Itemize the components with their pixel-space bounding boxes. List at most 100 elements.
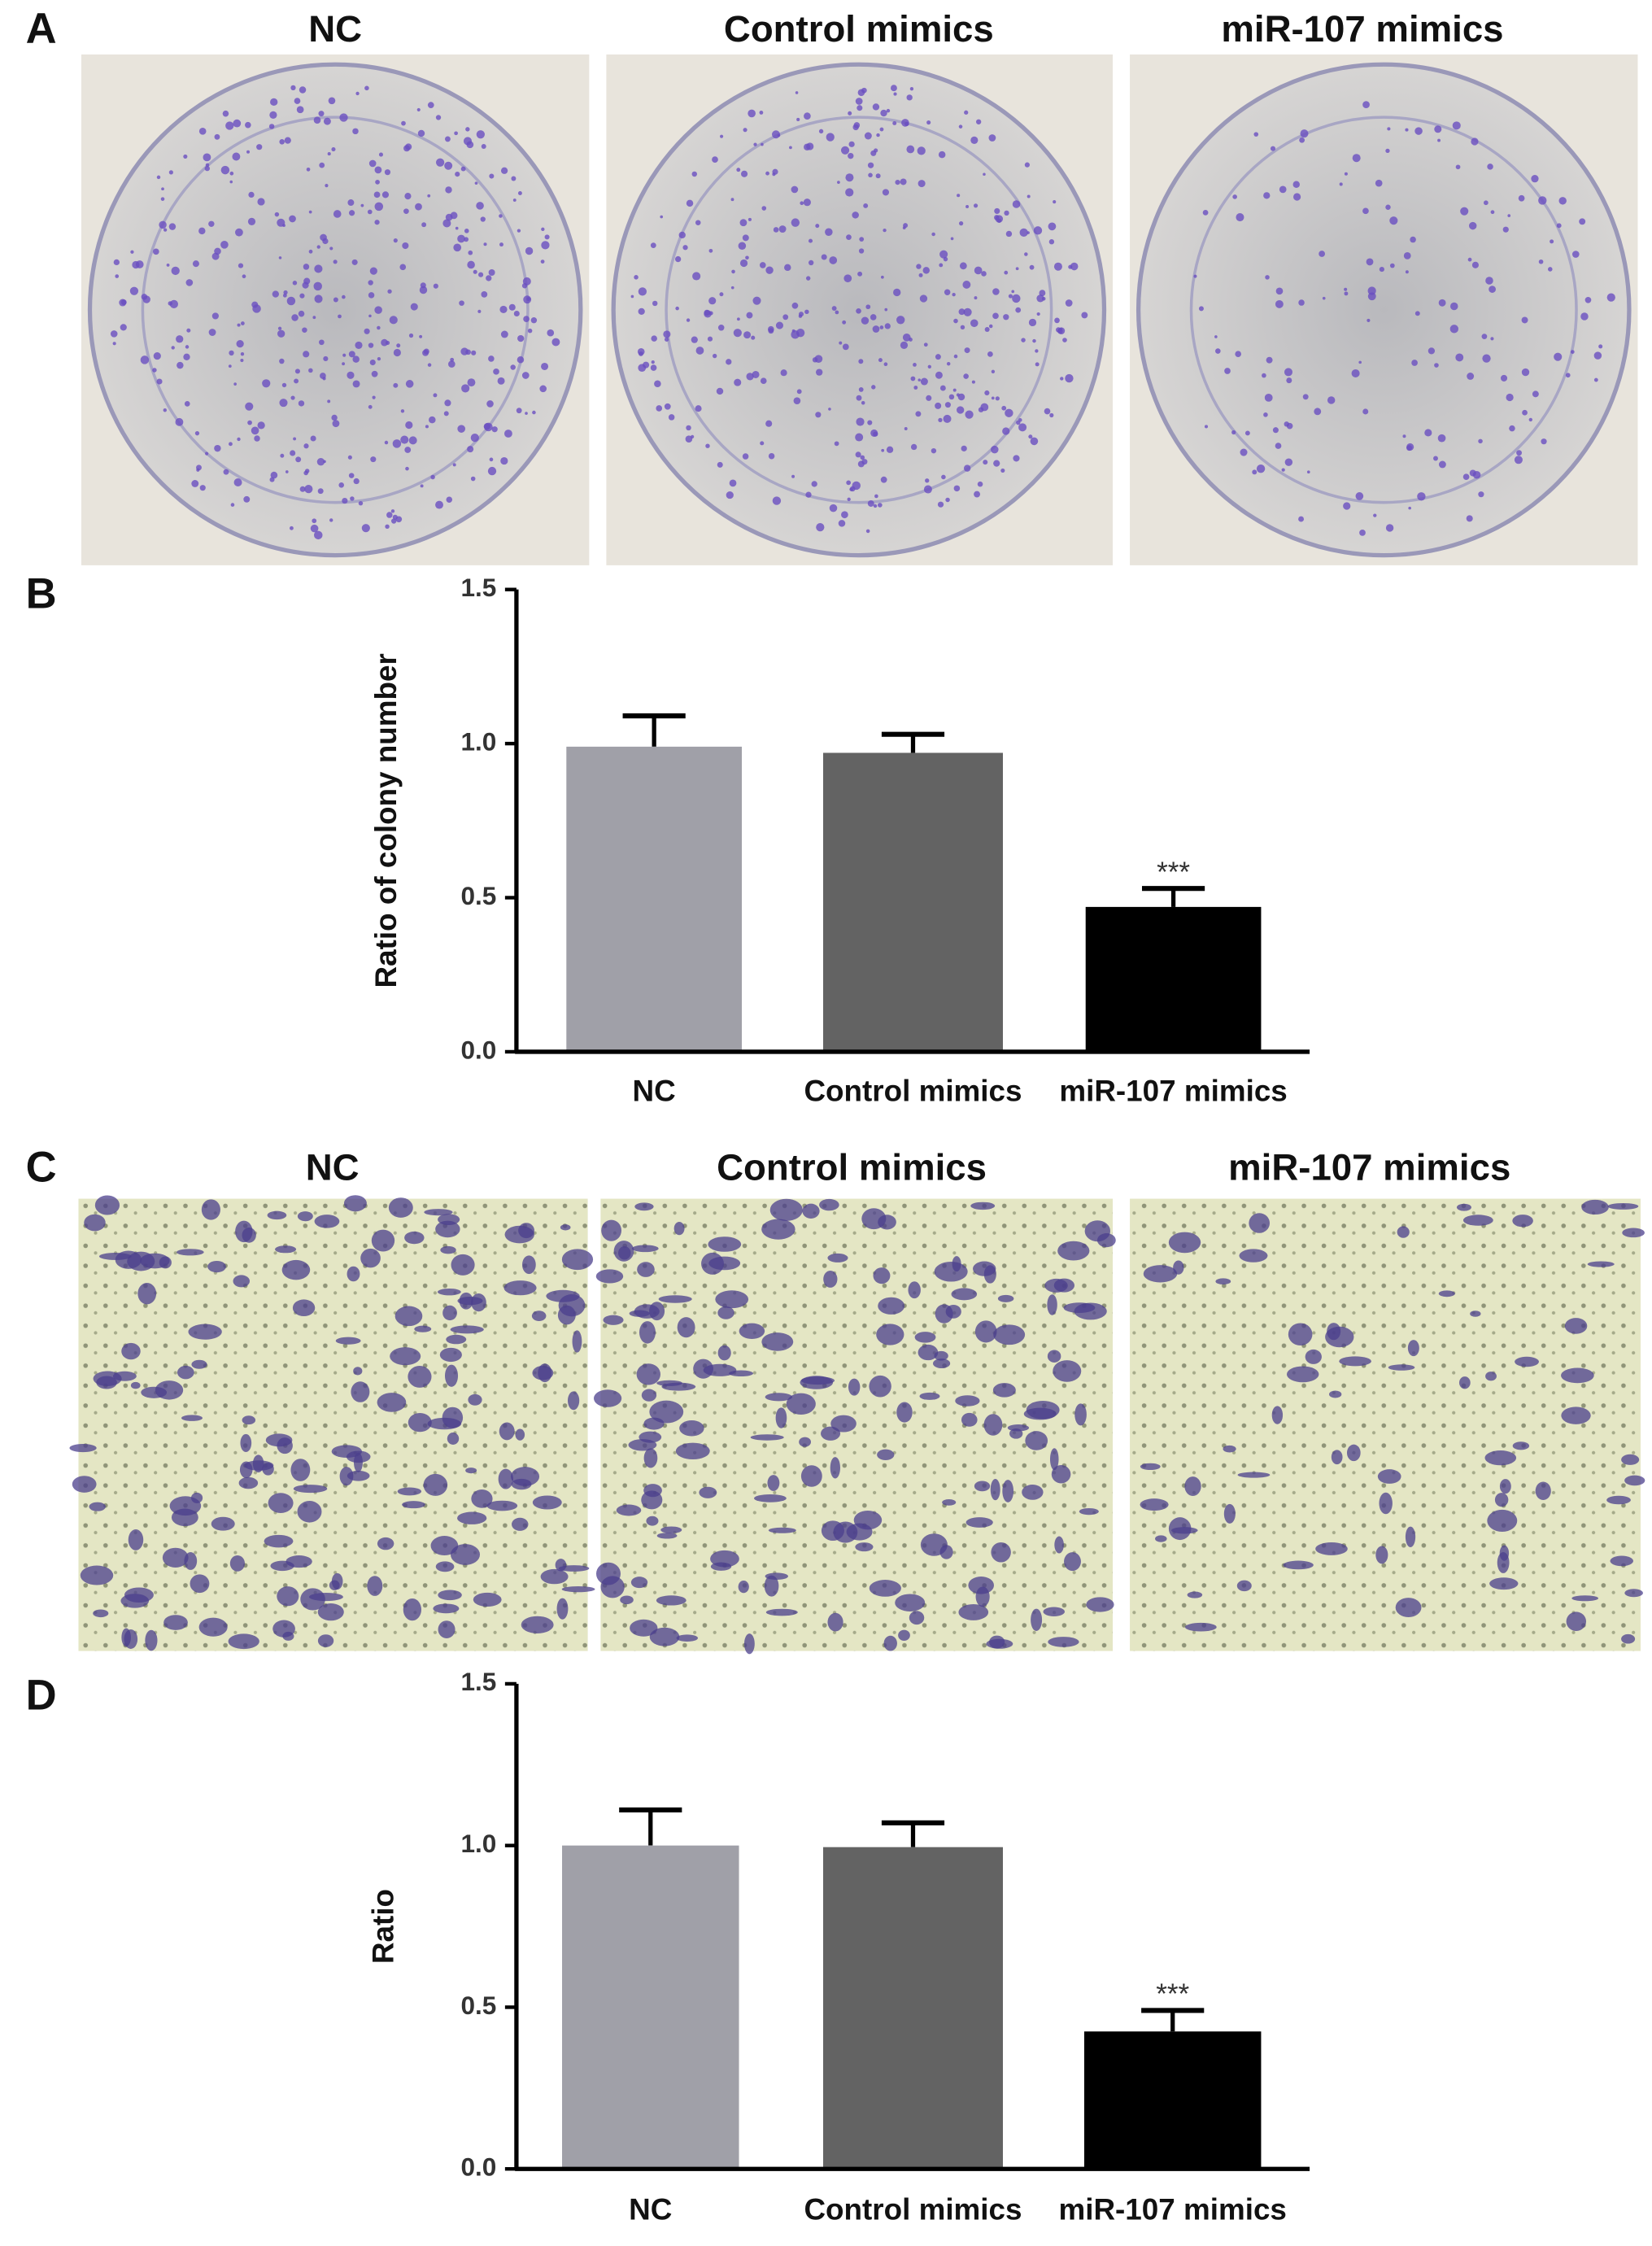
- colony: [333, 297, 338, 303]
- colony: [795, 91, 799, 94]
- colony: [523, 295, 532, 304]
- colony: [909, 87, 914, 91]
- colony: [879, 325, 884, 329]
- colony: [278, 256, 282, 259]
- colony: [759, 262, 766, 268]
- colony: [269, 111, 277, 119]
- colony: [403, 208, 409, 215]
- colony: [166, 264, 170, 267]
- colony: [870, 150, 877, 156]
- cell: [1458, 1376, 1471, 1389]
- colony: [798, 314, 803, 318]
- colony: [203, 153, 211, 162]
- colony: [938, 150, 946, 159]
- colony: [435, 500, 443, 509]
- cell: [1074, 1302, 1107, 1320]
- cell: [830, 1415, 857, 1433]
- colony: [277, 329, 286, 338]
- cell: [1079, 1507, 1099, 1516]
- colony: [731, 269, 735, 274]
- cell: [442, 1305, 457, 1321]
- colony: [961, 445, 967, 451]
- cell: [229, 1555, 245, 1572]
- cell: [297, 1500, 322, 1523]
- cell: [965, 1517, 993, 1528]
- colony: [183, 154, 188, 159]
- colony: [713, 353, 717, 359]
- colony: [1041, 297, 1046, 301]
- colony: [1292, 193, 1301, 201]
- cell: [1288, 1323, 1313, 1346]
- colony: [290, 85, 296, 91]
- colony: [804, 112, 811, 120]
- colony: [1438, 460, 1446, 469]
- colony: [331, 146, 336, 152]
- bar: [1083, 2031, 1262, 2170]
- cell: [1053, 1360, 1082, 1382]
- colony: [433, 283, 438, 289]
- colony: [342, 362, 346, 366]
- cell: [457, 1511, 487, 1524]
- colony: [939, 250, 948, 259]
- cell: [450, 1544, 481, 1565]
- colony: [316, 457, 325, 466]
- cell: [616, 1504, 642, 1516]
- colony: [872, 103, 880, 111]
- cell: [532, 1366, 554, 1380]
- colony: [993, 460, 1000, 467]
- colony: [229, 442, 233, 447]
- colony: [708, 297, 717, 305]
- cell: [561, 1586, 595, 1593]
- cell: [556, 1598, 569, 1620]
- cell: [1007, 1424, 1030, 1432]
- colony: [1065, 299, 1073, 307]
- colony: [1521, 368, 1530, 377]
- cell: [1462, 1215, 1493, 1226]
- colony: [1319, 251, 1326, 257]
- colony: [977, 481, 983, 487]
- cell: [869, 1580, 901, 1597]
- colony: [291, 314, 299, 321]
- colony: [791, 474, 795, 478]
- cell: [919, 1392, 940, 1400]
- colony: [1339, 182, 1343, 186]
- panel-label: A: [26, 5, 57, 53]
- colony: [1373, 513, 1377, 517]
- colony: [893, 288, 901, 297]
- cell: [473, 1592, 502, 1607]
- colony: [347, 371, 355, 379]
- cell: [128, 1529, 144, 1550]
- colony: [347, 199, 355, 207]
- colony: [952, 388, 957, 392]
- colony: [880, 476, 887, 483]
- cell: [1571, 1595, 1599, 1602]
- cell: [1346, 1444, 1361, 1462]
- colony: [848, 152, 854, 159]
- colony: [1548, 267, 1553, 272]
- cell: [708, 1256, 741, 1271]
- cell: [262, 1463, 274, 1476]
- cell: [1327, 1323, 1341, 1341]
- cell: [435, 1561, 455, 1572]
- cell: [646, 1516, 659, 1526]
- colony: [484, 422, 493, 432]
- cell: [1155, 1535, 1167, 1542]
- colony: [477, 309, 482, 313]
- colony: [185, 345, 190, 349]
- cell: [1286, 1366, 1319, 1383]
- cell: [677, 1317, 695, 1338]
- colony: [953, 318, 958, 324]
- colony: [308, 249, 313, 254]
- colony: [891, 85, 897, 92]
- colony: [963, 464, 971, 472]
- colony: [296, 106, 304, 114]
- colony: [1029, 264, 1035, 270]
- colony: [1469, 221, 1477, 230]
- colony: [454, 131, 458, 136]
- colony: [1057, 327, 1066, 335]
- cell: [351, 1381, 370, 1402]
- colony: [1389, 263, 1395, 268]
- colony: [712, 156, 718, 163]
- colony: [1556, 223, 1562, 229]
- colony: [1224, 368, 1231, 374]
